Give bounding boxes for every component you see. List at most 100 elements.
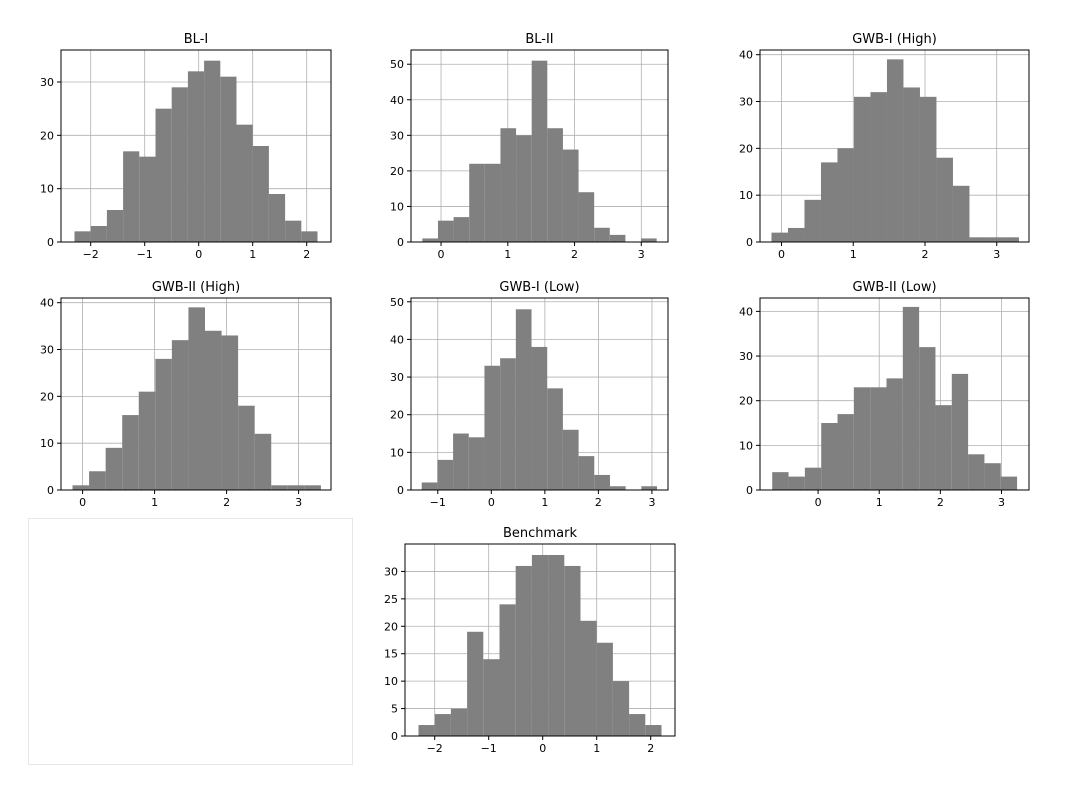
x-tick-label: 3 bbox=[998, 496, 1005, 509]
histogram-bar bbox=[985, 237, 1003, 242]
y-tick-label: 30 bbox=[40, 76, 54, 89]
histogram-panel: 0 1 2 3 0 10 20 30 40 GWB-II (High) bbox=[21, 272, 339, 518]
histogram-bar bbox=[450, 708, 468, 736]
axes-frame bbox=[759, 297, 1030, 491]
histogram-bar bbox=[968, 454, 985, 490]
y-tick-label: 50 bbox=[390, 296, 404, 309]
histogram-bar bbox=[837, 148, 854, 242]
histogram-bar bbox=[853, 96, 871, 242]
histogram-bar bbox=[467, 631, 484, 736]
y-tick-label: 30 bbox=[739, 350, 753, 363]
histogram-bar bbox=[902, 306, 920, 490]
histogram-bar bbox=[952, 185, 970, 242]
histogram-bar bbox=[515, 565, 532, 736]
histogram-bar bbox=[969, 237, 986, 242]
histogram-bar bbox=[252, 146, 269, 242]
histogram-bar bbox=[771, 232, 788, 242]
x-tick-label: −2 bbox=[427, 742, 443, 755]
y-tick-label: 10 bbox=[40, 183, 54, 196]
x-tick-label: 0 bbox=[488, 496, 495, 509]
histogram-bar bbox=[453, 433, 469, 490]
histogram-bar bbox=[254, 433, 272, 490]
histogram-bar bbox=[220, 76, 237, 243]
histogram-bar bbox=[596, 642, 613, 736]
histogram-bar bbox=[531, 346, 548, 490]
y-tick-label: 20 bbox=[384, 620, 398, 633]
y-tick-label: 20 bbox=[390, 409, 404, 422]
histogram-bar bbox=[578, 456, 595, 490]
x-tick-label: 1 bbox=[593, 742, 600, 755]
axes-frame bbox=[60, 49, 332, 243]
histogram-bar bbox=[123, 151, 140, 242]
histogram-bar bbox=[437, 459, 454, 490]
chart-title: BL-I bbox=[184, 32, 208, 47]
histogram-bar bbox=[90, 226, 107, 242]
x-tick-label: 3 bbox=[295, 496, 302, 509]
x-tick-label: 3 bbox=[993, 248, 1000, 261]
y-tick-label: 50 bbox=[390, 58, 404, 71]
y-tick-label: 15 bbox=[384, 648, 398, 661]
y-tick-label: 20 bbox=[40, 390, 54, 403]
x-tick-label: 2 bbox=[921, 248, 928, 261]
histogram-bar bbox=[138, 391, 156, 490]
x-tick-label: 0 bbox=[778, 248, 785, 261]
histogram-bar bbox=[870, 387, 887, 490]
histogram-bar bbox=[171, 340, 189, 490]
y-tick-label: 0 bbox=[746, 236, 753, 249]
x-tick-label: −1 bbox=[137, 248, 153, 261]
x-tick-label: 0 bbox=[438, 248, 445, 261]
x-tick-label: 0 bbox=[79, 496, 86, 509]
histogram-bar bbox=[301, 231, 318, 242]
x-tick-label: 1 bbox=[249, 248, 256, 261]
y-tick-label: 30 bbox=[739, 96, 753, 109]
histogram-bar bbox=[609, 234, 626, 242]
histogram-bar bbox=[820, 162, 838, 242]
histogram-bar bbox=[271, 485, 288, 490]
histogram-panel: 0 1 2 3 0 10 20 30 40 GWB-II (Low) bbox=[720, 272, 1037, 518]
histogram-bar bbox=[886, 378, 903, 490]
histogram-bar bbox=[139, 156, 156, 242]
x-tick-label: 2 bbox=[571, 248, 578, 261]
chart-title: BL-II bbox=[525, 32, 553, 47]
histogram-bar bbox=[304, 485, 321, 490]
histogram-bar bbox=[421, 482, 438, 490]
histogram-bar bbox=[547, 128, 563, 242]
histogram-bar bbox=[221, 335, 239, 490]
histogram-bar bbox=[935, 405, 952, 490]
y-tick-label: 10 bbox=[40, 437, 54, 450]
y-tick-label: 30 bbox=[40, 344, 54, 357]
histogram-bar bbox=[1000, 476, 1018, 490]
histogram-bar bbox=[772, 472, 789, 490]
histogram-bar bbox=[580, 620, 597, 736]
histogram-bar bbox=[564, 565, 581, 736]
histogram-bar bbox=[499, 604, 516, 736]
y-tick-label: 20 bbox=[739, 395, 753, 408]
y-tick-label: 20 bbox=[390, 165, 404, 178]
histogram-bar bbox=[187, 71, 205, 242]
histogram-bar bbox=[236, 124, 253, 242]
chart-title: GWB-I (High) bbox=[852, 32, 937, 47]
histogram-bar bbox=[483, 659, 500, 736]
histogram-panel: 0 1 2 3 0 10 20 30 40 50 BL-II bbox=[371, 24, 676, 270]
y-tick-label: 0 bbox=[391, 730, 398, 743]
histogram-bar bbox=[641, 486, 658, 490]
axes-frame bbox=[410, 297, 669, 491]
histogram-bar bbox=[484, 163, 501, 242]
y-tick-label: 0 bbox=[397, 484, 404, 497]
histogram-bar bbox=[837, 414, 854, 490]
histogram-bar bbox=[469, 163, 485, 242]
x-tick-label: 2 bbox=[223, 496, 230, 509]
x-tick-label: −2 bbox=[83, 248, 99, 261]
y-tick-label: 40 bbox=[739, 305, 753, 318]
y-tick-label: 10 bbox=[390, 446, 404, 459]
histogram-bar bbox=[204, 60, 221, 242]
